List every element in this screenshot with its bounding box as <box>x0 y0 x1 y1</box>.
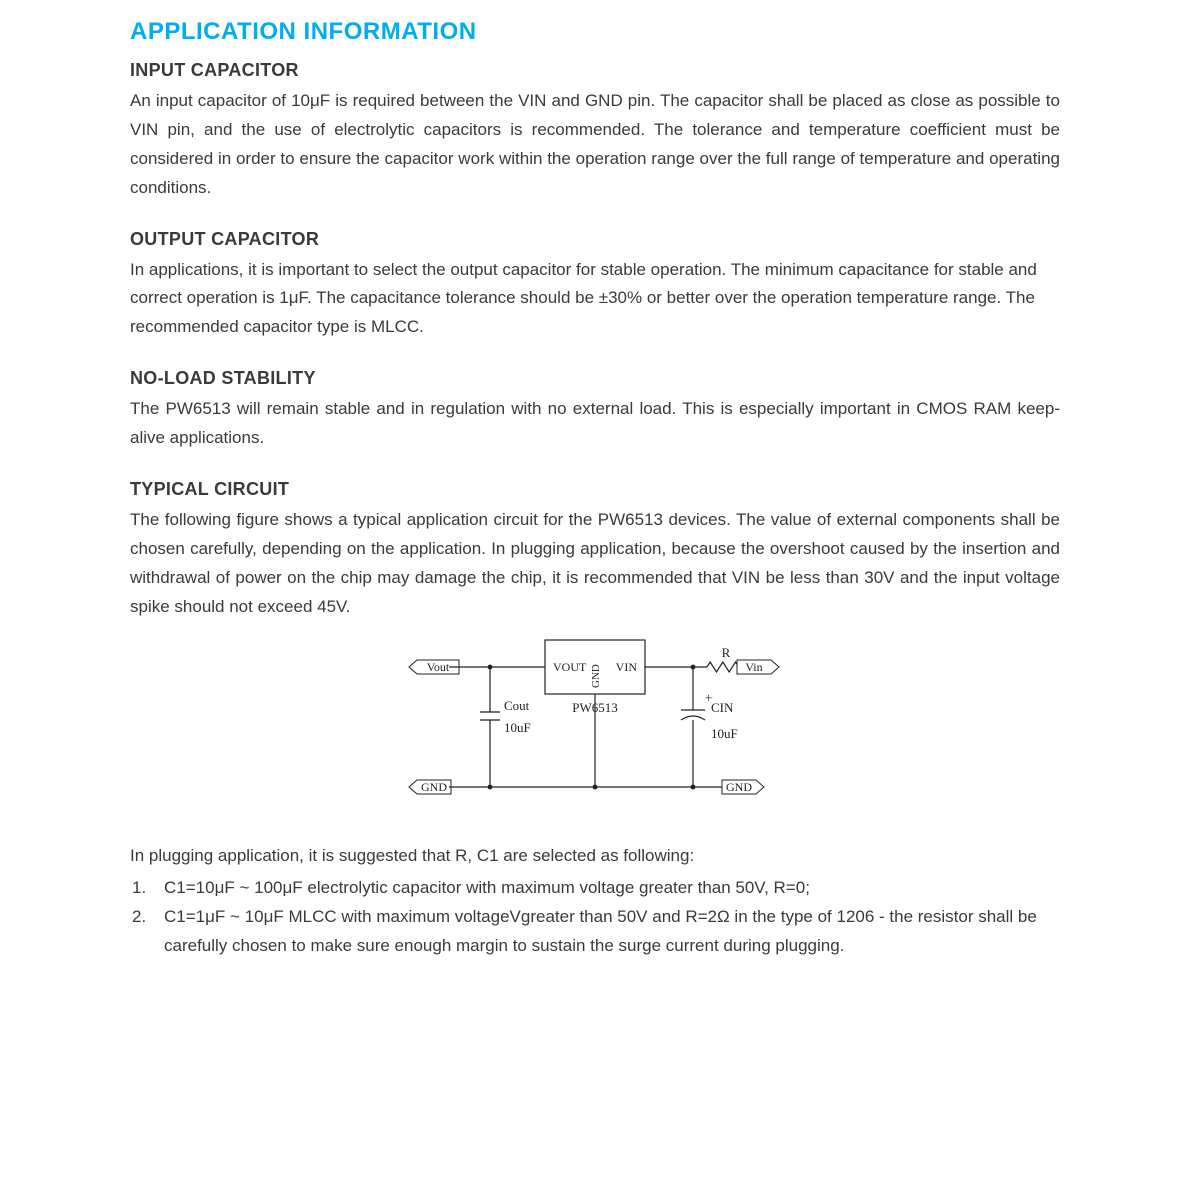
svg-text:10uF: 10uF <box>504 720 531 735</box>
heading-input-capacitor: INPUT CAPACITOR <box>130 60 1060 81</box>
svg-text:GND: GND <box>421 780 447 794</box>
list-item-marker: 1. <box>130 874 164 903</box>
list-item: 1. C1=10μF ~ 100μF electrolytic capacito… <box>130 874 1060 903</box>
svg-text:GND: GND <box>726 780 752 794</box>
paragraph-no-load-stability: The PW6513 will remain stable and in reg… <box>130 395 1060 453</box>
svg-text:Cout: Cout <box>504 698 530 713</box>
paragraph-input-capacitor: An input capacitor of 10μF is required b… <box>130 87 1060 203</box>
paragraph-output-capacitor: In applications, it is important to sele… <box>130 256 1060 343</box>
svg-text:GND: GND <box>590 664 602 688</box>
ordered-list: 1. C1=10μF ~ 100μF electrolytic capacito… <box>130 874 1060 961</box>
heading-typical-circuit: TYPICAL CIRCUIT <box>130 479 1060 500</box>
svg-text:10uF: 10uF <box>711 726 738 741</box>
circuit-diagram-container: VOUTVINGNDPW6513VoutRVinGNDGNDCout10uF+C… <box>130 632 1060 812</box>
svg-text:Vout: Vout <box>427 660 450 674</box>
list-item-text: C1=10μF ~ 100μF electrolytic capacitor w… <box>164 874 1060 903</box>
list-item-text: C1=1μF ~ 10μF MLCC with maximum voltageV… <box>164 903 1060 961</box>
list-item-marker: 2. <box>130 903 164 961</box>
svg-text:R: R <box>722 645 731 660</box>
heading-no-load-stability: NO-LOAD STABILITY <box>130 368 1060 389</box>
circuit-diagram: VOUTVINGNDPW6513VoutRVinGNDGNDCout10uF+C… <box>385 632 805 812</box>
heading-application-information: APPLICATION INFORMATION <box>130 18 1060 46</box>
svg-text:Vin: Vin <box>745 660 762 674</box>
svg-text:VIN: VIN <box>616 660 638 674</box>
list-item: 2. C1=1μF ~ 10μF MLCC with maximum volta… <box>130 903 1060 961</box>
heading-output-capacitor: OUTPUT CAPACITOR <box>130 229 1060 250</box>
paragraph-plugging-intro: In plugging application, it is suggested… <box>130 842 1060 871</box>
svg-text:CIN: CIN <box>711 700 734 715</box>
paragraph-typical-circuit: The following figure shows a typical app… <box>130 506 1060 622</box>
page: APPLICATION INFORMATION INPUT CAPACITOR … <box>0 0 1190 1179</box>
svg-text:VOUT: VOUT <box>553 660 587 674</box>
